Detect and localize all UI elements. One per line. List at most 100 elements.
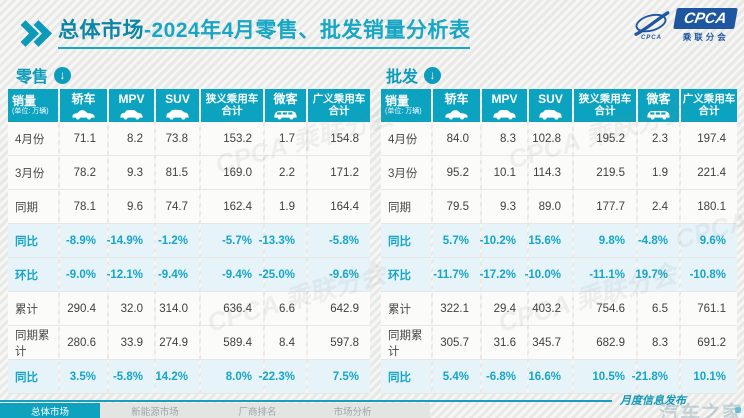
column-header-sedan: 轿车 xyxy=(433,89,480,122)
table-cell: -17.2% xyxy=(480,258,527,291)
row-label: 同期累计 xyxy=(381,326,431,359)
row-label: 累计 xyxy=(381,292,431,325)
table-cell: 10.5% xyxy=(574,360,636,393)
table-cell: 19.7% xyxy=(635,258,679,291)
footer-note: 月度信息发布 xyxy=(620,395,686,407)
column-header-minibus: 微客 xyxy=(265,89,306,122)
autohome-watermark: 汽车之家 xyxy=(659,403,743,418)
table-cell: 73.8 xyxy=(156,122,199,155)
page-title: 总体市场-2024年4月零售、批发销量分析表 xyxy=(58,14,471,49)
down-arrow-circle-icon: ↓ xyxy=(424,66,442,84)
table-cell: 153.2 xyxy=(201,122,263,155)
row-label: 累计 xyxy=(8,292,58,325)
column-header-sales: 销量 (单位: 万辆) xyxy=(8,89,58,122)
table-cell: 274.9 xyxy=(156,326,199,359)
table-cell: 322.1 xyxy=(433,292,480,325)
table-row: 累计 322.1 29.4 403.2 754.6 6.5 761.1 xyxy=(381,292,737,326)
table-cell: 682.9 xyxy=(574,326,636,359)
table-cell: -8.9% xyxy=(60,224,107,257)
table-cell: -5.7% xyxy=(201,224,263,257)
table-cell: -12.1% xyxy=(107,258,154,291)
retail-table-header: 销量 (单位: 万辆) 轿车 MPV SUV 狭义乘用车 合计 微客 广义乘用车 合计 xyxy=(8,89,370,122)
table-cell: -9.6% xyxy=(308,258,370,291)
footer-tab-0[interactable]: 总体市场 xyxy=(0,403,100,418)
column-header-suv: SUV xyxy=(529,89,572,122)
footer-tab-1[interactable]: 新能源市场 xyxy=(131,406,179,418)
table-cell: -6.8% xyxy=(482,360,527,393)
row-label: 同期累计 xyxy=(8,326,58,359)
table-cell: 403.2 xyxy=(529,292,572,325)
table-row: 累计 290.4 32.0 314.0 636.4 6.6 642.9 xyxy=(8,292,370,326)
sedan-car-icon xyxy=(71,107,96,120)
table-cell: 597.8 xyxy=(308,326,370,359)
table-cell: 169.0 xyxy=(201,156,263,189)
double-chevron-icon xyxy=(12,20,52,47)
table-cell: -4.8% xyxy=(638,224,679,257)
table-cell: 79.5 xyxy=(433,190,480,223)
table-cell: 8.3 xyxy=(482,122,527,155)
row-label: 同比 xyxy=(8,360,58,393)
table-cell: 154.8 xyxy=(308,122,370,155)
table-cell: 95.2 xyxy=(433,156,480,189)
table-cell: 8.3 xyxy=(638,326,679,359)
table-row: 同期 78.1 9.6 74.7 162.4 1.9 164.4 xyxy=(8,190,370,224)
retail-section-label: 零售 ↓ xyxy=(16,63,72,87)
table-cell: 102.8 xyxy=(529,122,572,155)
minibus-car-icon xyxy=(273,107,298,120)
column-header-sedan: 轿车 xyxy=(60,89,107,122)
table-cell: 10.1 xyxy=(482,156,527,189)
column-header-mpv: MPV xyxy=(482,89,527,122)
table-row: 同期累计 280.6 33.9 274.9 589.4 8.4 597.8 xyxy=(8,326,370,360)
table-row: 环比 -11.7% -17.2% -10.0% -11.1% 19.7% -10.8% xyxy=(381,258,737,292)
row-label: 同期 xyxy=(381,190,431,223)
footer-tab-strip: 总体市场 新能源市场 厂商排名 市场分析 xyxy=(0,403,430,418)
row-label: 同比 xyxy=(8,224,58,257)
table-cell: -10.2% xyxy=(480,224,527,257)
footer-divider xyxy=(0,400,612,402)
table-cell: -13.3% xyxy=(259,224,306,257)
column-header-narrow-total: 狭义乘用车 合计 xyxy=(574,89,636,122)
wholesale-table-header: 销量 (单位: 万辆) 轿车 MPV SUV 狭义乘用车 合计 微客 广义乘用车 合计 xyxy=(381,89,737,122)
suv-car-icon xyxy=(165,107,190,120)
column-header-broad-total: 广义乘用车 合计 xyxy=(681,89,737,122)
table-cell: 9.8% xyxy=(574,224,636,257)
table-cell: -5.8% xyxy=(308,224,370,257)
table-cell: 2.3 xyxy=(638,122,679,155)
cpca-badge: CPCA xyxy=(673,8,738,29)
table-cell: 14.2% xyxy=(155,360,199,393)
table-row: 同比 5.7% -10.2% 15.6% 9.8% -4.8% 9.6% xyxy=(381,224,737,258)
table-cell: -11.7% xyxy=(433,258,480,291)
table-cell: 2.2 xyxy=(265,156,306,189)
table-cell: -9.4% xyxy=(201,258,263,291)
wholesale-section-text: 批发 xyxy=(386,69,419,86)
table-cell: 171.2 xyxy=(308,156,370,189)
table-cell: 84.0 xyxy=(433,122,480,155)
footer-tab-2[interactable]: 厂商排名 xyxy=(238,406,277,418)
table-cell: 5.7% xyxy=(433,224,480,257)
table-cell: 9.6 xyxy=(109,190,154,223)
row-label: 同期 xyxy=(8,190,58,223)
table-cell: 180.1 xyxy=(681,190,737,223)
row-label: 3月份 xyxy=(8,156,58,189)
table-cell: 197.4 xyxy=(681,122,737,155)
wholesale-section-label: 批发 ↓ xyxy=(386,63,442,87)
table-row: 同比 -8.9% -14.9% -1.2% -5.7% -13.3% -5.8% xyxy=(8,224,370,258)
table-cell: 177.7 xyxy=(574,190,636,223)
table-row: 同比 5.4% -6.8% 16.6% 10.5% -21.8% 10.1% xyxy=(381,360,737,394)
mpv-car-icon xyxy=(119,107,144,120)
cpca-swoosh-icon: CPCA xyxy=(632,10,670,41)
row-label: 4月份 xyxy=(8,122,58,155)
table-row: 同期累计 305.7 31.6 345.7 682.9 8.3 691.2 xyxy=(381,326,737,360)
table-row: 4月份 71.1 8.2 73.8 153.2 1.7 154.8 xyxy=(8,122,370,156)
wholesale-table-body: 4月份 84.0 8.3 102.8 195.2 2.3 197.4 3月份 95.2 10.1 1… xyxy=(381,122,737,394)
table-cell: -11.1% xyxy=(574,258,636,291)
footer-tab-3[interactable]: 市场分析 xyxy=(333,406,372,418)
table-cell: 219.5 xyxy=(574,156,636,189)
row-label: 4月份 xyxy=(381,122,431,155)
table-cell: 10.1% xyxy=(681,360,737,393)
table-cell: 642.9 xyxy=(308,292,370,325)
table-cell: 9.6% xyxy=(681,224,737,257)
table-cell: 78.1 xyxy=(60,190,107,223)
suv-car-icon xyxy=(538,107,563,120)
